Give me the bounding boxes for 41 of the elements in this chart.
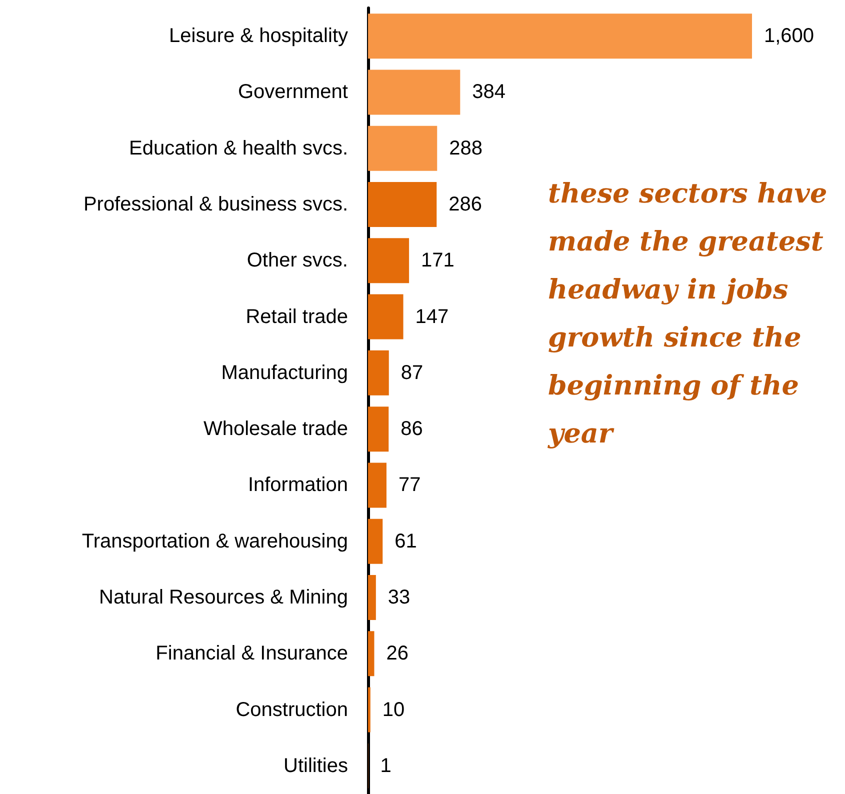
- data-label: 33: [388, 586, 410, 608]
- data-label: 10: [382, 698, 405, 721]
- bar: [368, 462, 386, 508]
- y-tick-label: Retail trade: [246, 306, 348, 328]
- y-tick-label: Professional & business svcs.: [83, 194, 348, 216]
- bar: [368, 575, 376, 620]
- bar: [368, 518, 383, 564]
- data-label: 77: [398, 474, 421, 496]
- y-tick-label: Construction: [236, 698, 348, 721]
- data-label: 1,600: [764, 25, 814, 48]
- bar: [368, 70, 460, 115]
- data-label: 87: [400, 362, 424, 384]
- y-tick-label: Financial & Insurance: [156, 642, 348, 665]
- y-tick-label: Wholesale trade: [203, 418, 348, 440]
- bar: [368, 350, 389, 396]
- y-tick-label: Natural Resources & Mining: [99, 586, 348, 608]
- bar: [368, 406, 389, 452]
- y-tick-label: Manufacturing: [221, 362, 348, 384]
- bar: [368, 14, 752, 59]
- bar: [368, 182, 437, 227]
- data-label: 86: [400, 418, 423, 440]
- data-label: 147: [415, 306, 449, 328]
- bar: [368, 294, 404, 340]
- data-label: 26: [386, 642, 408, 665]
- data-label: 1: [380, 754, 392, 777]
- data-label: 61: [394, 530, 417, 552]
- bar: [368, 126, 438, 171]
- data-label: 171: [421, 250, 454, 272]
- y-tick-label: Other svcs.: [246, 250, 348, 272]
- data-label: 288: [449, 137, 482, 160]
- y-tick-label: Government: [238, 81, 348, 104]
- y-tick-label: Utilities: [284, 754, 348, 777]
- y-tick-label: Education & health svcs.: [128, 137, 348, 160]
- bar: [368, 238, 410, 284]
- data-label: 286: [448, 194, 482, 216]
- y-tick-label: Leisure & hospitality: [169, 25, 348, 48]
- annotation: these sectors have made the greatest headway in jobs growth since the beginning of the year: [547, 178, 837, 450]
- data-label: 384: [472, 81, 506, 104]
- bar: [368, 631, 374, 676]
- y-tick-label: Transportation & warehousing: [82, 530, 348, 552]
- y-tick-label: Information: [248, 474, 348, 496]
